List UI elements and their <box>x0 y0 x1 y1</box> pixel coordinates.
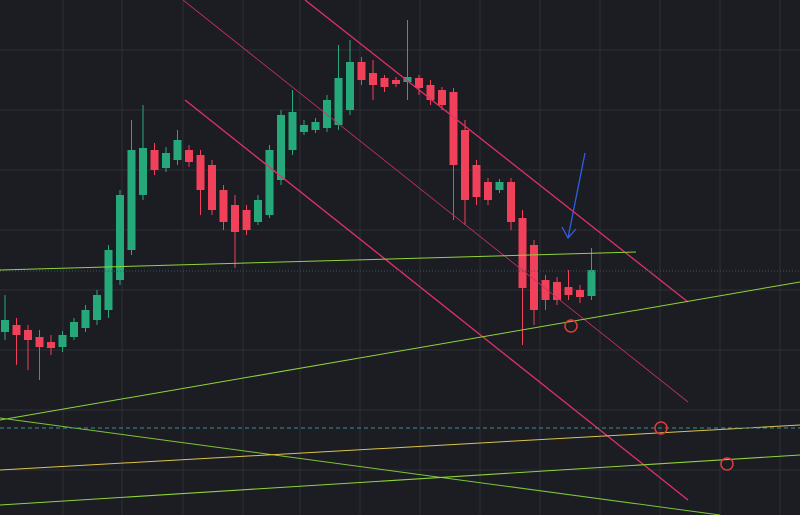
candle-body <box>426 85 435 100</box>
trend-line <box>0 424 800 471</box>
candle-body <box>311 122 320 130</box>
marker-circle <box>564 319 578 333</box>
candle-body <box>162 153 170 168</box>
candle-body <box>265 150 274 215</box>
candle-body <box>472 165 481 197</box>
candle-body <box>587 270 596 296</box>
candle-body <box>380 78 389 87</box>
trend-line <box>0 281 800 421</box>
candle-body <box>24 330 32 340</box>
trend-line <box>304 0 689 303</box>
candle-body <box>231 205 239 232</box>
candle-body <box>47 342 55 348</box>
candle-body <box>392 80 400 84</box>
arrow <box>567 152 586 239</box>
candle-body <box>208 165 216 210</box>
candle-body <box>93 295 101 320</box>
candle-body <box>323 100 331 128</box>
candle-body <box>127 150 136 250</box>
candle-body <box>35 337 44 347</box>
trend-line <box>184 99 689 501</box>
candle-body <box>288 112 297 150</box>
candle-body <box>438 90 446 105</box>
candle-body <box>553 282 561 300</box>
candle-body <box>116 195 124 280</box>
candle-body <box>507 182 515 222</box>
candle-body <box>242 210 251 230</box>
candle-body <box>541 280 550 300</box>
candle-body <box>12 325 21 335</box>
candle-body <box>403 77 412 82</box>
marker-circle <box>654 421 668 435</box>
trend-line <box>182 0 689 403</box>
candle-body <box>357 62 366 80</box>
trend-line <box>0 454 800 506</box>
candle-body <box>70 322 78 337</box>
candle-body <box>564 287 573 295</box>
trend-line <box>0 417 721 515</box>
candle-body <box>104 250 113 310</box>
candle-body <box>1 320 9 332</box>
candle-body <box>81 310 90 328</box>
candle-body <box>334 78 343 125</box>
candle-body <box>173 140 182 160</box>
candle-body <box>219 190 228 222</box>
candle-body <box>369 73 377 85</box>
candle-body <box>415 78 423 88</box>
candle-body <box>300 125 308 132</box>
candles <box>1 20 596 380</box>
candle-body <box>484 182 492 200</box>
candle-body <box>185 150 193 162</box>
candle-body <box>530 245 538 310</box>
marker-circle <box>720 457 734 471</box>
arrow-head <box>561 226 577 240</box>
candle-body <box>254 200 262 222</box>
candle-body <box>576 290 584 297</box>
candle-body <box>495 182 504 190</box>
candle-body <box>449 92 458 165</box>
candle-body <box>461 130 469 200</box>
candle-body <box>58 335 67 347</box>
candle-body <box>196 155 205 190</box>
candle-body <box>518 218 527 288</box>
candle-body <box>277 115 285 180</box>
candle-body <box>150 150 159 170</box>
candle-body <box>346 62 354 110</box>
trend-line <box>0 251 637 271</box>
candle-body <box>139 148 147 195</box>
